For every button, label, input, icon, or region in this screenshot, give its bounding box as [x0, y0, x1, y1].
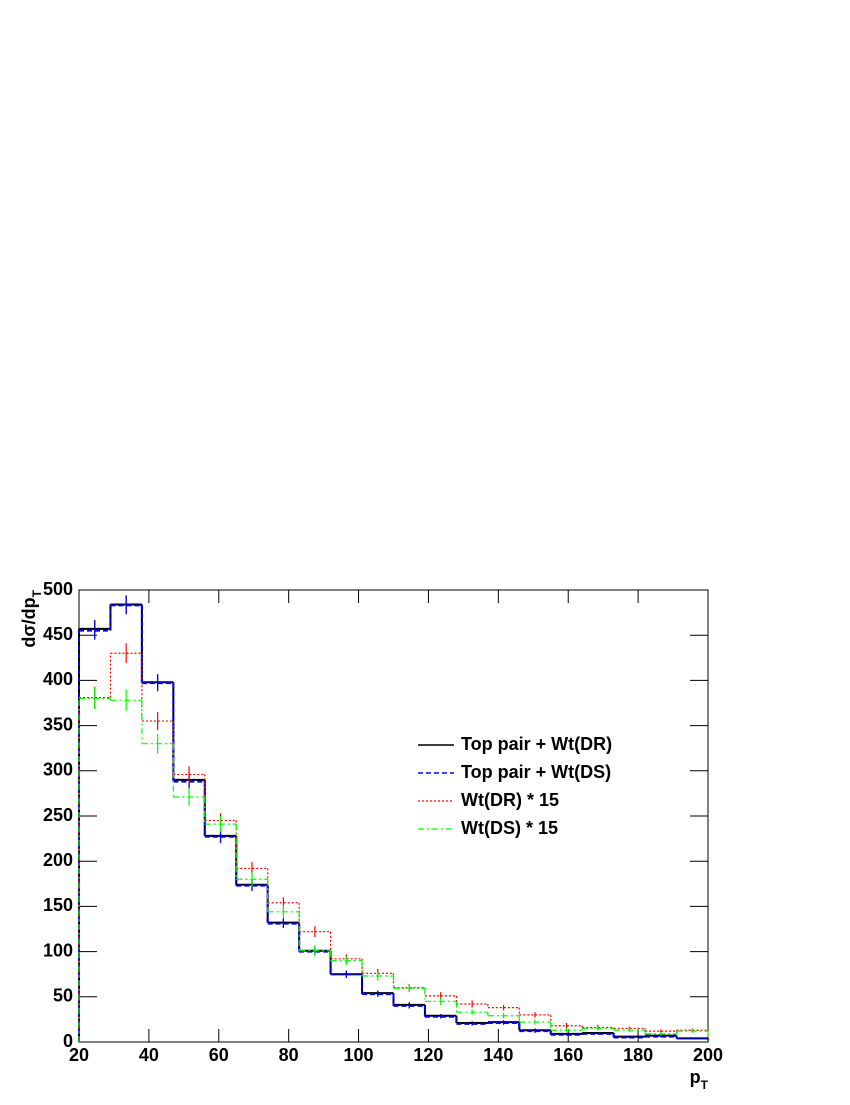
y-label-main: dσ/dp [19, 597, 39, 647]
x-tick-label: 160 [553, 1045, 583, 1065]
x-tick-label: 60 [209, 1045, 229, 1065]
y-tick-label: 50 [53, 986, 73, 1006]
legend-label: Top pair + Wt(DR) [461, 734, 612, 754]
x-label-sub: T [701, 1078, 709, 1092]
y-tick-label: 200 [43, 850, 73, 870]
x-tick-label: 200 [693, 1045, 723, 1065]
y-tick-label: 250 [43, 805, 73, 825]
x-tick-label: 80 [279, 1045, 299, 1065]
y-tick-label: 350 [43, 714, 73, 734]
x-axis-label: pT [690, 1067, 709, 1092]
y-tick-label: 500 [43, 579, 73, 599]
y-tick-label: 150 [43, 895, 73, 915]
x-tick-label: 20 [69, 1045, 89, 1065]
y-tick-label: 300 [43, 760, 73, 780]
y-axis-label: dσ/dpT [19, 589, 44, 647]
legend-label: Wt(DR) * 15 [461, 790, 559, 810]
y-tick-label: 0 [63, 1031, 73, 1051]
x-tick-label: 120 [413, 1045, 443, 1065]
x-tick-label: 100 [344, 1045, 374, 1065]
y-tick-label: 400 [43, 669, 73, 689]
y-label-sub: T [30, 589, 44, 597]
x-tick-label: 180 [623, 1045, 653, 1065]
legend-label: Top pair + Wt(DS) [461, 762, 611, 782]
x-tick-label: 140 [483, 1045, 513, 1065]
legend-label: Wt(DS) * 15 [461, 818, 558, 838]
y-tick-label: 450 [43, 624, 73, 644]
x-label-main: p [690, 1067, 701, 1087]
x-tick-label: 40 [139, 1045, 159, 1065]
y-tick-label: 100 [43, 940, 73, 960]
